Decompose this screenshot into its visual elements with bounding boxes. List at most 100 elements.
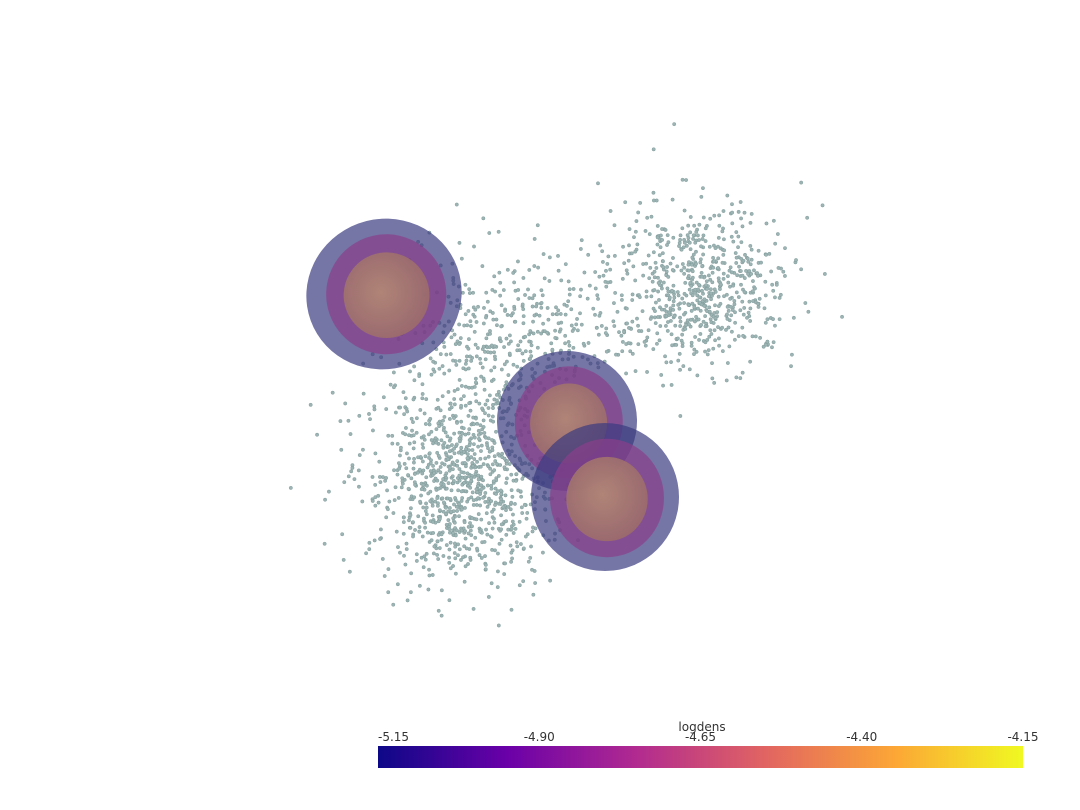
point xyxy=(496,551,500,556)
point xyxy=(474,503,479,507)
point xyxy=(620,276,625,281)
point xyxy=(729,313,734,318)
point xyxy=(323,497,327,502)
point xyxy=(670,197,675,202)
point xyxy=(436,453,441,458)
point xyxy=(408,369,412,374)
point xyxy=(669,383,674,387)
point xyxy=(725,361,730,365)
point xyxy=(485,398,490,403)
point xyxy=(558,312,563,316)
point xyxy=(756,305,761,309)
point xyxy=(665,265,669,269)
point xyxy=(533,581,538,585)
point xyxy=(578,247,583,251)
point xyxy=(429,458,433,463)
point xyxy=(519,494,524,499)
point xyxy=(687,322,691,327)
point xyxy=(677,351,682,356)
point xyxy=(401,520,406,524)
point xyxy=(733,320,738,325)
point xyxy=(633,369,638,374)
point xyxy=(459,445,464,450)
point xyxy=(717,223,722,228)
point xyxy=(434,440,439,445)
point xyxy=(645,215,650,220)
point xyxy=(457,342,462,346)
point xyxy=(596,332,601,337)
point xyxy=(456,488,461,493)
point xyxy=(489,483,494,488)
point xyxy=(553,328,558,333)
point xyxy=(626,258,631,263)
point xyxy=(648,317,653,321)
point xyxy=(488,331,492,336)
point xyxy=(716,294,721,299)
point xyxy=(540,293,545,298)
point xyxy=(669,319,673,323)
point xyxy=(703,349,707,354)
point xyxy=(695,233,700,238)
point xyxy=(764,252,769,257)
point xyxy=(391,511,396,515)
point xyxy=(438,465,443,469)
point xyxy=(523,334,528,339)
point xyxy=(438,470,443,475)
point xyxy=(702,297,707,302)
point xyxy=(502,345,506,349)
point xyxy=(507,351,512,356)
point xyxy=(694,249,698,254)
point xyxy=(686,236,691,240)
point xyxy=(680,177,685,182)
point xyxy=(394,529,399,534)
point xyxy=(490,462,495,467)
point xyxy=(532,313,537,318)
point xyxy=(466,337,471,342)
point xyxy=(464,546,469,551)
point xyxy=(822,272,827,276)
point xyxy=(479,443,484,448)
point xyxy=(452,388,457,393)
point xyxy=(513,502,517,506)
point xyxy=(716,336,721,341)
point xyxy=(485,299,490,304)
point xyxy=(484,336,489,341)
point xyxy=(479,374,484,379)
point xyxy=(395,582,400,587)
point xyxy=(712,243,716,248)
point xyxy=(490,509,494,514)
point xyxy=(630,292,635,297)
point xyxy=(519,505,524,510)
point xyxy=(417,525,422,529)
point xyxy=(357,453,362,457)
point xyxy=(478,492,483,496)
point xyxy=(490,414,495,419)
point xyxy=(712,380,717,385)
point xyxy=(697,282,701,287)
point xyxy=(703,239,708,243)
point xyxy=(412,364,417,369)
point xyxy=(567,292,572,297)
point xyxy=(433,436,438,441)
point xyxy=(511,522,516,527)
point xyxy=(468,528,473,533)
point xyxy=(498,463,503,467)
point xyxy=(763,279,768,284)
point xyxy=(698,260,703,265)
point xyxy=(435,397,440,402)
point xyxy=(401,390,406,395)
point xyxy=(447,560,452,565)
point xyxy=(692,352,696,357)
point xyxy=(421,434,426,439)
point xyxy=(424,501,428,506)
point xyxy=(436,486,441,491)
point xyxy=(707,305,712,310)
point xyxy=(412,456,416,461)
point xyxy=(459,507,464,512)
point xyxy=(441,418,445,423)
point xyxy=(481,425,486,429)
point xyxy=(627,243,631,248)
point xyxy=(582,270,587,275)
point xyxy=(457,547,462,552)
point xyxy=(701,252,706,257)
